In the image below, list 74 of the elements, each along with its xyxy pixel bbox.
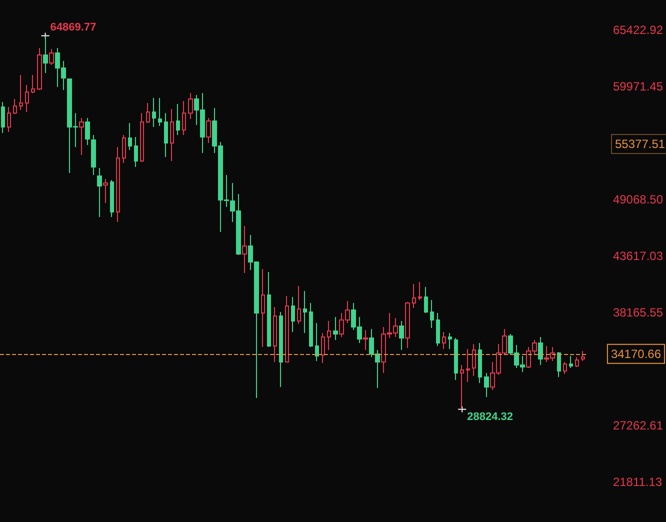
candlestick [97, 167, 102, 218]
candlestick [261, 268, 265, 348]
candlestick [152, 98, 156, 128]
candlestick [146, 102, 150, 124]
candlestick [575, 356, 579, 368]
candlestick [182, 100, 186, 136]
y-tick-label: 65422.92 [612, 23, 664, 38]
candlestick [79, 118, 84, 156]
y-tick-label: 49068.50 [612, 192, 664, 207]
candlestick [242, 226, 247, 274]
candlestick [134, 136, 138, 168]
candlestick [158, 98, 162, 127]
candlestick [267, 272, 271, 348]
candlestick [164, 112, 168, 158]
candlestick [37, 47, 42, 91]
candlestick [309, 302, 313, 348]
candlestick [315, 322, 319, 362]
y-tick-label: 27262.61 [612, 418, 664, 432]
candlestick [442, 332, 446, 350]
candlestick [279, 312, 283, 388]
candlestick [170, 108, 174, 162]
candlestick [448, 332, 452, 350]
candlestick [13, 98, 17, 114]
candlestick [418, 281, 422, 301]
candlestick [557, 352, 561, 378]
candlestick [291, 296, 295, 333]
candlestick [436, 312, 440, 347]
candlestick [116, 146, 120, 222]
candlestick [273, 306, 277, 362]
candlestick [478, 342, 482, 384]
candlestick [303, 290, 307, 334]
annotation: 64869.77 [50, 21, 96, 34]
candlestick [399, 320, 404, 350]
candlestick [563, 361, 567, 375]
candlestick [424, 286, 428, 314]
ref-line-label: 34170.66 [610, 346, 662, 361]
y-tick-label: 38165.55 [612, 306, 664, 320]
candlestick [484, 372, 489, 398]
candlestick [430, 300, 434, 328]
candlestick [103, 178, 108, 204]
candlestick [206, 118, 211, 144]
candlestick [333, 316, 338, 341]
candlestick [454, 338, 458, 381]
candlestick [128, 122, 132, 151]
candlestick [176, 104, 180, 136]
candlestick [581, 350, 585, 362]
candlestick [1, 101, 5, 134]
candlestick [466, 348, 470, 382]
candlestick [472, 343, 476, 376]
candlestick [188, 92, 193, 120]
candlestick [7, 106, 11, 133]
candlestick [122, 134, 126, 164]
candlestick [285, 295, 289, 362]
text: 55377.51 [615, 137, 666, 152]
candlestick [327, 320, 331, 350]
candlestick [538, 336, 543, 366]
candlestick [110, 180, 114, 218]
candlestick [569, 355, 573, 368]
candlestick [25, 84, 29, 113]
candlestick [19, 74, 23, 111]
candlestick [412, 283, 416, 308]
candlestick [297, 286, 301, 324]
candlestick [321, 332, 325, 364]
candlestick [363, 329, 368, 350]
candlestick [49, 48, 54, 66]
candlestick [91, 134, 96, 176]
annotation: 28824.32 [467, 410, 514, 423]
candlestick [85, 118, 90, 146]
y-tick-label: 43617.03 [612, 249, 664, 264]
candlestick [31, 74, 35, 94]
candlestick [405, 301, 410, 348]
candlestick [140, 112, 144, 162]
y-tick-label: 21811.13 [612, 474, 662, 489]
y-tick-label: 59971.45 [612, 80, 664, 94]
